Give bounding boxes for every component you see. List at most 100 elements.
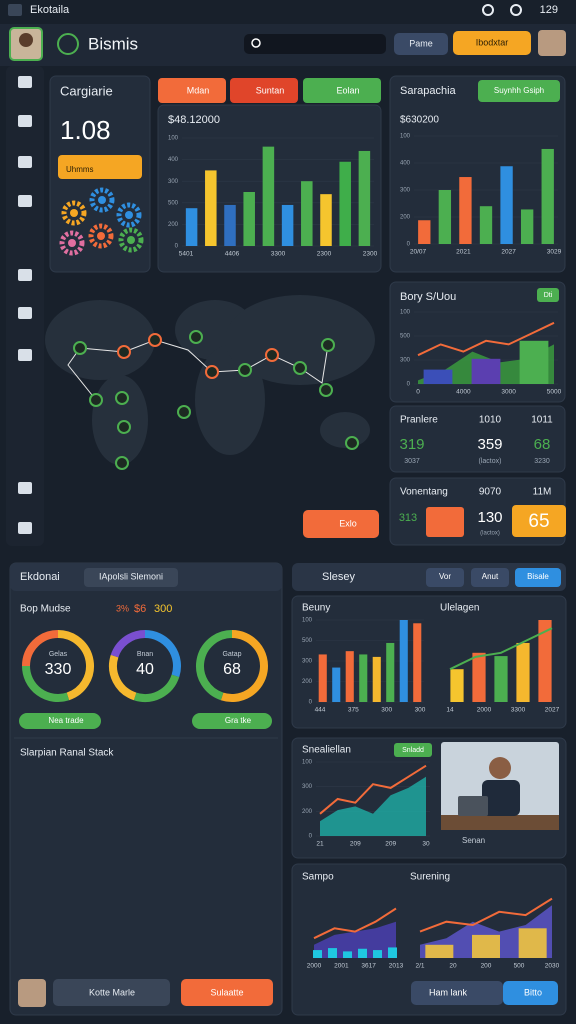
sidebar-icon[interactable] xyxy=(18,195,32,207)
summary: 300 xyxy=(154,603,172,615)
x-tick-label: 20/07 xyxy=(410,249,427,256)
pill[interactable] xyxy=(537,288,559,302)
footer-button[interactable] xyxy=(53,979,170,1006)
y-tick-label: 300 xyxy=(168,179,179,185)
pill-label: Gra tke xyxy=(225,716,252,725)
bar xyxy=(519,340,549,384)
photo-head xyxy=(489,757,511,779)
panel-button[interactable] xyxy=(515,568,561,587)
gear xyxy=(61,200,87,226)
sidebar-icon[interactable] xyxy=(18,76,32,88)
gear xyxy=(118,227,144,253)
panel-button[interactable] xyxy=(471,568,509,587)
tab[interactable] xyxy=(158,78,226,103)
bar xyxy=(425,944,454,958)
photo-caption: Senan xyxy=(462,836,485,845)
bar xyxy=(345,651,354,702)
map-button[interactable] xyxy=(303,510,379,538)
pill[interactable] xyxy=(394,743,432,757)
x-tick-label: 2021 xyxy=(456,249,471,256)
footer-button[interactable] xyxy=(503,981,558,1005)
sidebar-icon[interactable] xyxy=(18,482,32,494)
bar xyxy=(359,654,368,702)
stats-value: 68 xyxy=(534,436,551,453)
stats-title: Vonentang xyxy=(400,487,448,498)
bar xyxy=(328,948,337,958)
bar xyxy=(399,620,408,702)
pill[interactable] xyxy=(19,713,101,729)
map-marker xyxy=(319,383,333,397)
x-tick-label: 2000 xyxy=(307,963,322,970)
sidebar-icon[interactable] xyxy=(18,522,32,534)
pill[interactable] xyxy=(192,713,272,729)
gear xyxy=(89,187,115,213)
pill[interactable] xyxy=(478,80,560,102)
donut-segment xyxy=(110,630,146,658)
footer-button[interactable] xyxy=(181,979,273,1006)
x-tick-label: 3300 xyxy=(511,707,526,714)
map-marker xyxy=(345,436,359,450)
donut-segment xyxy=(196,630,233,701)
y-tick-label: 0 xyxy=(175,244,179,250)
bar xyxy=(358,150,371,246)
bar xyxy=(518,928,547,958)
badge-label: Uhmms xyxy=(66,165,94,174)
tab-label: Suntan xyxy=(256,85,285,95)
map-marker xyxy=(117,420,131,434)
y-tick-label: 0 xyxy=(309,700,313,706)
sidebar-icon[interactable] xyxy=(18,269,32,281)
bar xyxy=(520,209,534,244)
search-box[interactable] xyxy=(244,34,386,54)
y-tick-label: 500 xyxy=(302,638,313,644)
stats-head: 11M xyxy=(533,487,552,498)
bar xyxy=(418,220,431,244)
map-marker xyxy=(189,330,203,344)
gear-hub xyxy=(125,211,133,219)
map-marker xyxy=(115,456,129,470)
panel-button[interactable] xyxy=(426,568,464,587)
card xyxy=(389,75,566,273)
bar xyxy=(459,177,472,244)
map-marker xyxy=(89,393,103,407)
bar xyxy=(373,950,382,958)
sidebar-icon[interactable] xyxy=(18,115,32,127)
bar xyxy=(538,620,552,702)
sidebar-icon[interactable] xyxy=(18,156,32,168)
panel-subtitle: Bop Mudse xyxy=(20,604,71,615)
map-marker xyxy=(321,338,335,352)
area xyxy=(320,776,426,836)
map-marker xyxy=(238,363,252,377)
tab[interactable] xyxy=(230,78,298,103)
bar xyxy=(413,623,422,702)
sidebar-icon[interactable] xyxy=(18,307,32,319)
sidebar-icon[interactable] xyxy=(18,349,32,361)
panel-tab-label: IApolsli Slemoni xyxy=(99,571,163,581)
panel-tab[interactable] xyxy=(84,568,178,587)
x-tick-label: 4406 xyxy=(225,251,240,258)
footer-button[interactable] xyxy=(411,981,503,1005)
bar xyxy=(516,642,530,702)
gear-hub xyxy=(127,236,135,244)
bar xyxy=(386,642,395,702)
bar xyxy=(423,369,453,384)
bar xyxy=(318,654,327,702)
header-button[interactable] xyxy=(453,31,531,55)
y-tick-label: 300 xyxy=(302,784,313,790)
footer-button-label: Kotte Marle xyxy=(89,987,135,997)
x-tick-label: 2027 xyxy=(501,249,516,256)
x-tick-label: 5000 xyxy=(547,389,562,396)
x-tick-label: 21 xyxy=(316,841,324,848)
bar xyxy=(313,950,322,958)
stats-value: 65 xyxy=(528,511,549,532)
map-route xyxy=(79,339,329,384)
line xyxy=(419,897,553,933)
status-icon xyxy=(8,4,22,16)
header-button[interactable] xyxy=(394,33,448,55)
stats-note: (lactox) xyxy=(479,458,502,465)
tab[interactable] xyxy=(303,78,381,103)
map-marker xyxy=(205,365,219,379)
donut-center: 330 xyxy=(45,661,72,678)
donut-segment xyxy=(22,665,70,702)
card-title: Cargiarie xyxy=(60,83,113,98)
status-app: Ekotaila xyxy=(30,4,70,16)
